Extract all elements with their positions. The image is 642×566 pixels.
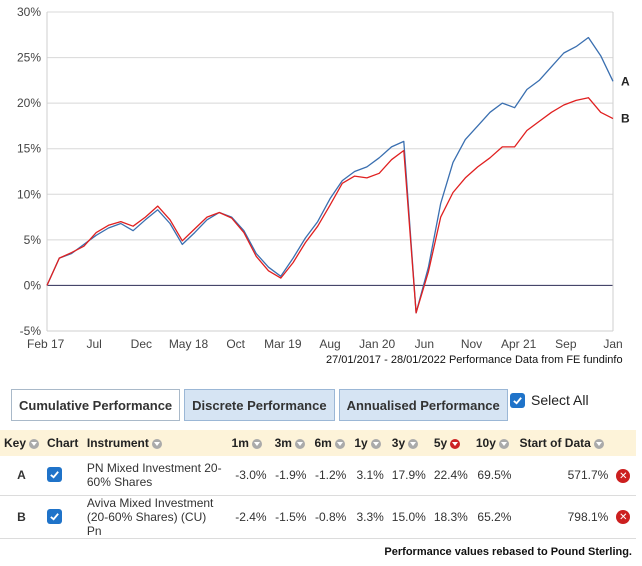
cell-3y: 17.9% bbox=[387, 456, 430, 496]
remove-icon[interactable]: ✕ bbox=[616, 469, 631, 483]
row-key: B bbox=[0, 495, 44, 539]
series-line-b bbox=[46, 97, 614, 314]
select-all-label: Select All bbox=[531, 392, 589, 408]
x-tick-label: Jan 20 bbox=[359, 337, 395, 351]
cell-10y: 65.2% bbox=[471, 495, 516, 539]
col-3y[interactable]: 3y bbox=[387, 430, 430, 456]
col-remove bbox=[612, 430, 636, 456]
chart-svg: 30% 25% 20% 15% 10% 5% 0% -5%Feb 17 Jul Dec May 18… bbox=[17, 5, 630, 351]
cell-start: 798.1% bbox=[515, 495, 613, 539]
x-tick-label: Oct bbox=[226, 337, 245, 351]
y-tick-label: 10% bbox=[17, 187, 41, 201]
y-tick-label: 5% bbox=[24, 233, 42, 247]
x-tick-label: Apr 21 bbox=[501, 337, 537, 351]
footer-note: Performance values rebased to Pound Ster… bbox=[384, 546, 632, 558]
cell-1y: 3.3% bbox=[350, 495, 388, 539]
series-label-b: B bbox=[621, 112, 630, 126]
select-all-checkbox[interactable] bbox=[510, 392, 525, 408]
series-label-a: A bbox=[621, 74, 630, 88]
col-instrument[interactable]: Instrument bbox=[82, 430, 228, 456]
y-tick-label: 20% bbox=[17, 96, 41, 110]
tab-discrete[interactable]: Discrete Performance bbox=[184, 389, 335, 421]
row-chart-toggle[interactable] bbox=[43, 495, 83, 539]
check-icon bbox=[513, 396, 522, 405]
select-all[interactable]: Select All bbox=[510, 392, 589, 408]
cell-10y: 69.5% bbox=[471, 456, 516, 496]
x-tick-label: Mar 19 bbox=[264, 337, 302, 351]
table-row: A PN Mixed Investment 20-60% Shares -3.0… bbox=[0, 456, 636, 496]
chart-checkbox[interactable] bbox=[47, 508, 63, 524]
cell-6m: -1.2% bbox=[310, 456, 351, 496]
sort-icon[interactable] bbox=[498, 438, 509, 449]
col-6m[interactable]: 6m bbox=[310, 430, 351, 456]
y-tick-label: 15% bbox=[17, 142, 41, 156]
y-tick-label: 0% bbox=[24, 278, 42, 292]
remove-icon[interactable]: ✕ bbox=[616, 510, 631, 525]
col-1y[interactable]: 1y bbox=[350, 430, 388, 456]
instrument-link[interactable]: PN Mixed Investment 20-60% Shares bbox=[82, 456, 228, 496]
performance-table: Key Chart Instrument 1m 3m 6m 1y 3y 5y 1… bbox=[0, 430, 636, 539]
tab-annualised[interactable]: Annualised Performance bbox=[338, 389, 508, 421]
y-tick-label: -5% bbox=[20, 324, 42, 338]
x-tick-label: Jan bbox=[603, 337, 622, 351]
col-5y[interactable]: 5y bbox=[429, 430, 472, 456]
instrument-link[interactable]: Aviva Mixed Investment (20-60% Shares) (… bbox=[82, 495, 228, 539]
chart-credit: 27/01/2017 - 28/01/2022 Performance Data… bbox=[326, 354, 623, 366]
remove-cell: ✕ bbox=[612, 456, 636, 496]
chart-checkbox[interactable] bbox=[47, 467, 63, 483]
check-icon bbox=[50, 512, 59, 521]
remove-cell: ✕ bbox=[612, 495, 636, 539]
cell-3m: -1.9% bbox=[270, 456, 311, 496]
series-line-a bbox=[46, 36, 614, 314]
y-tick-label: 25% bbox=[17, 51, 41, 65]
cell-3y: 15.0% bbox=[387, 495, 430, 539]
cell-1m: -2.4% bbox=[227, 495, 271, 539]
tab-cumulative[interactable]: Cumulative Performance bbox=[11, 389, 181, 421]
row-chart-toggle[interactable] bbox=[43, 456, 83, 496]
x-tick-label: Jun bbox=[415, 337, 434, 351]
col-start[interactable]: Start of Data bbox=[515, 430, 613, 456]
col-key[interactable]: Key bbox=[0, 430, 44, 456]
sort-icon[interactable] bbox=[370, 438, 381, 449]
col-1m[interactable]: 1m bbox=[227, 430, 271, 456]
cell-1y: 3.1% bbox=[350, 456, 388, 496]
x-tick-label: Jul bbox=[86, 337, 101, 351]
sort-icon[interactable] bbox=[29, 438, 40, 449]
cell-5y: 22.4% bbox=[429, 456, 472, 496]
sort-icon[interactable] bbox=[151, 438, 162, 449]
sort-icon[interactable] bbox=[408, 438, 419, 449]
col-3m[interactable]: 3m bbox=[270, 430, 311, 456]
cell-6m: -0.8% bbox=[310, 495, 351, 539]
sort-icon[interactable] bbox=[593, 438, 604, 449]
y-tick-label: 30% bbox=[17, 5, 41, 19]
table-row: B Aviva Mixed Investment (20-60% Shares)… bbox=[0, 495, 636, 539]
x-tick-label: Nov bbox=[461, 337, 482, 351]
x-tick-label: Feb 17 bbox=[27, 337, 65, 351]
row-key: A bbox=[0, 456, 44, 496]
cell-start: 571.7% bbox=[515, 456, 613, 496]
sort-icon[interactable] bbox=[251, 438, 262, 449]
sort-icon[interactable] bbox=[334, 438, 345, 449]
col-10y[interactable]: 10y bbox=[471, 430, 516, 456]
performance-chart: 30% 25% 20% 15% 10% 5% 0% -5% Feb 17 Jul Dec May 18… bbox=[17, 5, 630, 366]
tab-bar: Cumulative Performance Discrete Performa… bbox=[11, 389, 508, 421]
sort-icon[interactable] bbox=[294, 438, 305, 449]
sort-active-icon[interactable] bbox=[450, 438, 461, 449]
x-tick-label: May 18 bbox=[169, 337, 209, 351]
cell-5y: 18.3% bbox=[429, 495, 472, 539]
cell-3m: -1.5% bbox=[270, 495, 311, 539]
cell-1m: -3.0% bbox=[227, 456, 271, 496]
x-tick-label: Aug bbox=[319, 337, 340, 351]
x-tick-label: Sep bbox=[555, 337, 577, 351]
check-icon bbox=[50, 471, 59, 479]
x-tick-label: Dec bbox=[131, 337, 152, 351]
col-chart[interactable]: Chart bbox=[43, 430, 83, 456]
table-header-row: Key Chart Instrument 1m 3m 6m 1y 3y 5y 1… bbox=[0, 430, 636, 456]
